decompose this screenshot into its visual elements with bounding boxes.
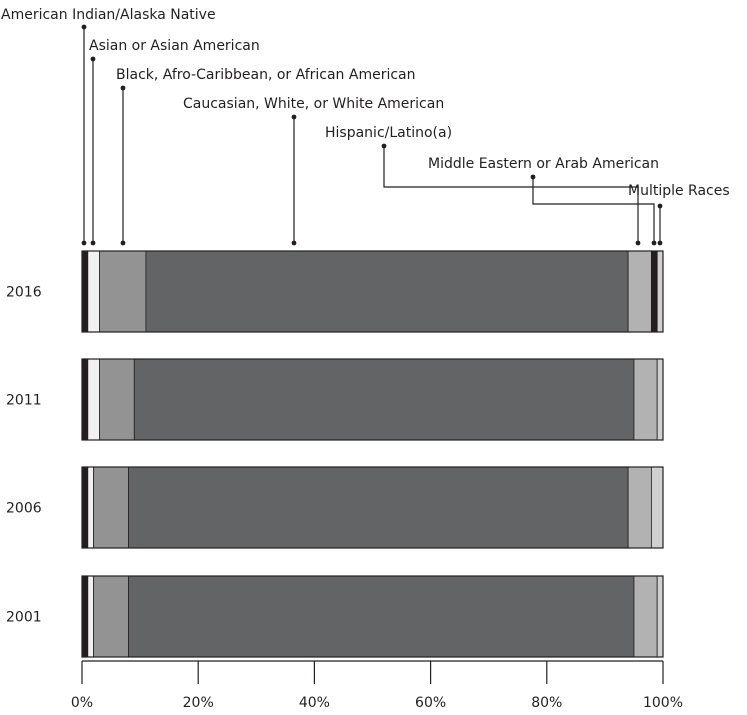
bar-segment-2001-2 xyxy=(87,575,95,658)
bar-segment-2016-3 xyxy=(99,250,147,333)
bar-segment-2011-7 xyxy=(656,358,664,441)
bar-segment-2006-5 xyxy=(627,466,652,549)
bar-segment-2016-6 xyxy=(650,250,658,333)
x-tick-label: 80% xyxy=(531,695,562,711)
bar-segment-2011-5 xyxy=(633,358,658,441)
callout-2: Asian or Asian American xyxy=(89,38,260,246)
callout-4: Caucasian, White, or White American xyxy=(183,96,444,246)
bar-segment-2006-3 xyxy=(93,466,129,549)
bar-segment-2016-2 xyxy=(87,250,100,333)
bar-segment-2016-7 xyxy=(656,250,664,333)
bar-row-2006: 2006 xyxy=(6,466,664,549)
x-tick-label: 40% xyxy=(299,695,330,711)
bar-segment-2016-5 xyxy=(627,250,652,333)
x-axis: 0% 20% 40% 60% 80% 100% xyxy=(71,660,683,711)
bar-segment-2001-5 xyxy=(633,575,658,658)
category-label: 2006 xyxy=(6,501,42,517)
callout-dot-top xyxy=(657,203,663,209)
bar-segment-2011-2 xyxy=(87,358,100,441)
callout-line xyxy=(532,177,655,243)
legend-label: Hispanic/Latino(a) xyxy=(325,125,452,141)
bar-outline-2011 xyxy=(81,358,664,441)
bar-segment-2006-2 xyxy=(87,466,95,549)
legend-label: Caucasian, White, or White American xyxy=(183,96,444,112)
legend-label: Multiple Races xyxy=(628,183,730,199)
callout-dot-bottom xyxy=(90,240,96,246)
bar-group: 2016 2011 2006 2001 xyxy=(6,250,664,658)
bar-segment-2006-1 xyxy=(81,466,89,549)
callout-3: Black, Afro-Caribbean, or African Americ… xyxy=(116,67,416,246)
callout-dot-top xyxy=(291,114,297,120)
callout-7: Multiple Races xyxy=(628,183,730,246)
bar-row-2016: 2016 xyxy=(6,250,664,333)
callout-5: Hispanic/Latino(a) xyxy=(325,125,641,246)
x-tick-label: 20% xyxy=(183,695,214,711)
bar-segment-2016-1 xyxy=(81,250,89,333)
bar-segment-2006-4 xyxy=(128,466,629,549)
bar-row-2011: 2011 xyxy=(6,358,664,441)
legend-label: Black, Afro-Caribbean, or African Americ… xyxy=(116,67,416,83)
legend-label: Middle Eastern or Arab American xyxy=(428,156,659,172)
callout-dot-top xyxy=(530,174,536,180)
callout-dot-bottom xyxy=(651,240,657,246)
x-tick-label: 60% xyxy=(415,695,446,711)
bar-segment-2006-7 xyxy=(650,466,664,549)
callout-dot-bottom xyxy=(657,240,663,246)
bar-row-2001: 2001 xyxy=(6,575,664,658)
bar-segment-2016-4 xyxy=(145,250,629,333)
callout-line xyxy=(383,146,639,243)
bar-segment-2001-3 xyxy=(93,575,129,658)
callout-dot-top xyxy=(381,143,387,149)
bar-segment-2001-1 xyxy=(81,575,89,658)
x-tick-label: 100% xyxy=(643,695,683,711)
callout-dot-bottom xyxy=(635,240,641,246)
bar-segment-2011-4 xyxy=(133,358,635,441)
legend-label: Asian or Asian American xyxy=(89,38,260,54)
callout-dot-top xyxy=(90,56,96,62)
callout-dot-bottom xyxy=(120,240,126,246)
legend-callouts: American Indian/Alaska Native Asian or As… xyxy=(1,7,730,246)
bar-outline-2001 xyxy=(81,575,664,658)
bar-segment-2011-1 xyxy=(81,358,89,441)
category-label: 2016 xyxy=(6,285,42,301)
callout-6: Middle Eastern or Arab American xyxy=(428,156,659,246)
legend-label: American Indian/Alaska Native xyxy=(1,7,216,23)
callout-dot-bottom xyxy=(291,240,297,246)
callout-1: American Indian/Alaska Native xyxy=(1,7,216,246)
bar-segment-2011-3 xyxy=(99,358,135,441)
callout-dot-bottom xyxy=(81,240,87,246)
bar-outline-2016 xyxy=(81,250,664,333)
callout-dot-top xyxy=(81,24,87,30)
category-label: 2011 xyxy=(6,393,42,409)
category-label: 2001 xyxy=(6,610,42,626)
callout-dot-top xyxy=(120,85,126,91)
x-tick-label: 0% xyxy=(71,695,93,711)
bar-segment-2001-7 xyxy=(656,575,664,658)
bar-outline-2006 xyxy=(81,466,664,549)
bar-segment-2001-4 xyxy=(128,575,635,658)
